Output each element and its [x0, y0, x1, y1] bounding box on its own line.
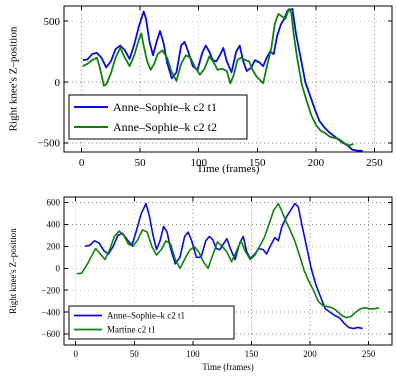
y-tick-label: −600: [41, 329, 60, 339]
y-tick-label: 200: [47, 241, 61, 251]
y-tick-label: −400: [41, 307, 60, 317]
y-tick-label: 600: [47, 198, 61, 208]
chart-top-legend-box: [68, 94, 248, 140]
x-tick-label: 250: [366, 157, 383, 169]
chart-top-grid: [64, 6, 392, 152]
y-tick-label: −200: [41, 285, 60, 295]
chart-top-y-axis-label: Right knee's Z–position: [8, 26, 20, 131]
chart-top-x-axis-label: Time (frames): [197, 163, 260, 175]
x-tick-label: 100: [186, 349, 200, 359]
y-tick-label: 0: [55, 77, 61, 89]
y-tick-label: 0: [56, 263, 61, 273]
chart-top: 0 50 100 150 200 250 −500 0 500 Time (frames) Ri…: [8, 5, 393, 175]
chart-top-legend: Anne–Sophie–k c2 t1 Anne–Sophie–k c2 t2: [68, 94, 248, 140]
x-tick-label: 0: [73, 349, 78, 359]
y-tick-label: 400: [47, 220, 61, 230]
chart-top-series-2-line: [82, 8, 354, 147]
chart-bottom-series-1-line: [84, 202, 363, 330]
x-tick-label: 200: [303, 349, 317, 359]
x-tick-label: 0: [79, 157, 85, 169]
chart-top-axes-frame: [63, 5, 393, 153]
chart-top-plot-area: [82, 8, 363, 152]
chart-bottom-axes-frame: [63, 196, 393, 346]
chart-bottom-legend-box: [68, 305, 235, 340]
chart-bottom-y-axis-label: Right knee's Z–position: [8, 228, 18, 314]
chart-bottom-ticks: 0 50 100 150 200 250 −600 −400 −200 0 200 400 600: [41, 197, 392, 359]
chart-top-legend-label-1: Anne–Sophie–k c2 t1: [113, 100, 217, 114]
chart-top-legend-label-2: Anne–Sophie–k c2 t2: [113, 120, 217, 134]
chart-top-series-1-line: [82, 8, 363, 152]
chart-top-ticks: 0 50 100 150 200 250 −500 0 500: [37, 6, 392, 169]
x-tick-label: 250: [362, 349, 376, 359]
x-tick-label: 50: [130, 349, 140, 359]
x-tick-label: 100: [190, 157, 207, 169]
y-tick-label: −500: [37, 138, 60, 150]
x-tick-label: 150: [245, 349, 259, 359]
x-tick-label: 200: [308, 157, 325, 169]
x-tick-label: 50: [135, 157, 147, 169]
chart-bottom-x-axis-label: Time (frames): [202, 362, 253, 372]
chart-bottom-plot-area: [76, 202, 380, 330]
chart-bottom-legend-label-1: Anne–Sophie–k c2 t1: [107, 311, 185, 321]
y-tick-label: 500: [44, 16, 61, 28]
chart-bottom-legend: Anne–Sophie–k c2 t1 Martine c2 t1: [68, 305, 235, 340]
chart-bottom-legend-label-2: Martine c2 t1: [107, 325, 156, 335]
chart-bottom-series-2-line: [76, 202, 380, 319]
x-tick-label: 150: [249, 157, 266, 169]
chart-bottom: 0 50 100 150 200 250 −600 −400 −200 0 200 400 600 Ti…: [8, 196, 393, 372]
